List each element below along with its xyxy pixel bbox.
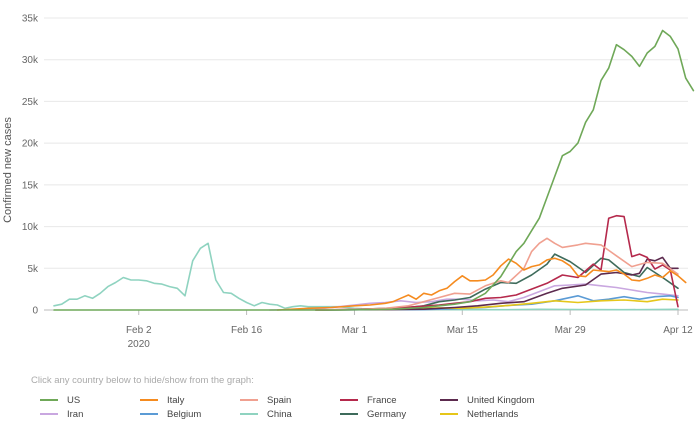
series-line-spain: [315, 237, 679, 311]
legend-label: China: [267, 408, 292, 420]
series-line-france: [315, 214, 679, 311]
legend-label: Spain: [267, 394, 292, 406]
legend-label: Netherlands: [467, 408, 519, 420]
legend-swatch: [40, 399, 58, 401]
y-tick-label: 15k: [22, 180, 39, 191]
x-tick-label: Mar 15: [447, 325, 479, 336]
series-line-us: [53, 29, 695, 311]
x-axis-ticks: Feb 2 2020 Feb 16 Mar 1 Mar 15 Mar 29 Apr 12: [126, 310, 693, 350]
x-tick-label: Mar 1: [342, 325, 368, 336]
chart-area: 0 5k 10k 15k 20k 25k 30k 35k Feb 2 2020 Feb 16 Mar…: [2, 14, 695, 350]
legend-item-iran[interactable]: Iran: [40, 407, 83, 421]
y-tick-label: 30k: [22, 55, 39, 66]
legend-label: US: [67, 394, 81, 406]
legend-item-germany[interactable]: Germany: [340, 407, 406, 421]
legend-label: France: [367, 394, 397, 406]
y-axis-ticks: 0 5k 10k 15k 20k 25k 30k 35k: [22, 14, 39, 317]
y-tick-label: 0: [32, 306, 38, 317]
legend-swatch: [440, 413, 458, 415]
legend-swatch: [140, 413, 158, 415]
legend-swatch: [240, 413, 258, 415]
legend-item-belgium[interactable]: Belgium: [140, 407, 201, 421]
x-tick-label: Feb 16: [231, 325, 263, 336]
y-tick-label: 5k: [27, 264, 39, 275]
legend-item-us[interactable]: US: [40, 393, 80, 407]
legend-item-italy[interactable]: Italy: [140, 393, 184, 407]
y-tick-label: 35k: [22, 14, 39, 25]
legend-label: Iran: [67, 408, 84, 420]
legend-swatch: [340, 399, 358, 401]
legend-label: United Kingdom: [467, 394, 535, 406]
legend-label: Germany: [367, 408, 407, 420]
series-line-united-kingdom: [315, 256, 679, 311]
legend-item-spain[interactable]: Spain: [240, 393, 291, 407]
legend-swatch: [140, 399, 158, 401]
legend-swatch: [240, 399, 258, 401]
legend-item-united-kingdom[interactable]: United Kingdom: [440, 393, 535, 407]
x-tick-label: Apr 12: [663, 325, 693, 336]
y-tick-label: 25k: [22, 97, 39, 108]
gridlines: [44, 17, 688, 311]
legend-swatch: [40, 413, 58, 415]
series-line-italy: [276, 257, 687, 311]
y-axis-title: Confirmed new cases: [2, 117, 14, 223]
legend-swatch: [440, 399, 458, 401]
series-lines: [53, 29, 695, 311]
line-chart: 0 5k 10k 15k 20k 25k 30k 35k Feb 2 2020 Feb 16 Mar…: [2, 14, 695, 350]
legend-label: Italy: [167, 394, 185, 406]
y-tick-label: 20k: [22, 139, 39, 150]
series-line-iran: [268, 283, 679, 311]
y-tick-label: 10k: [22, 222, 39, 233]
legend-item-china[interactable]: China: [240, 407, 292, 421]
x-tick-sublabel: 2020: [128, 339, 151, 350]
legend-item-netherlands[interactable]: Netherlands: [440, 407, 518, 421]
legend-swatch: [340, 413, 358, 415]
legend-hint: Click any country below to hide/show fro…: [31, 375, 254, 386]
legend-item-france[interactable]: France: [340, 393, 397, 407]
x-tick-label: Feb 2: [126, 325, 152, 336]
legend-label: Belgium: [167, 408, 202, 420]
x-tick-label: Mar 29: [555, 325, 587, 336]
